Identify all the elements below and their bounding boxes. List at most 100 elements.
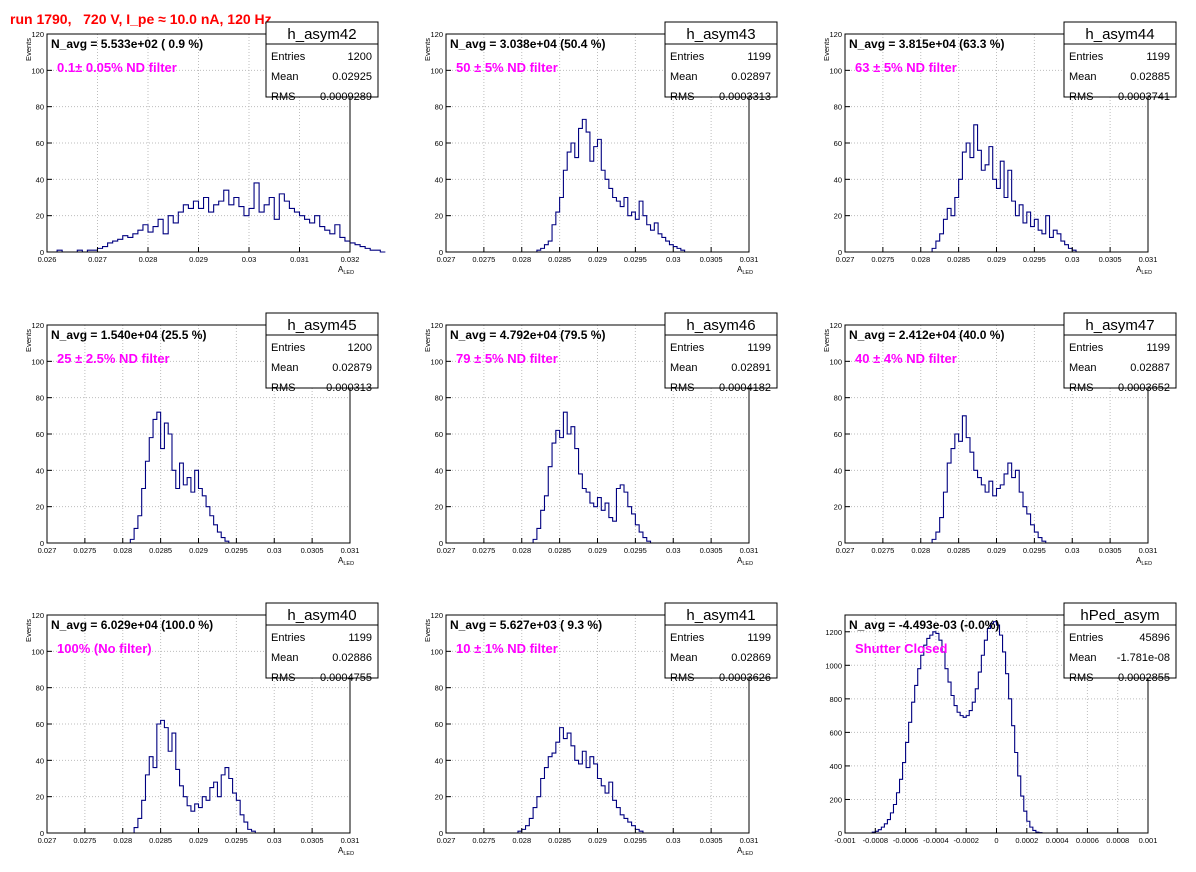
- x-tick-label: 0.026: [38, 255, 57, 264]
- histogram-series: [130, 719, 260, 834]
- x-tick-label: -0.0008: [863, 836, 888, 845]
- stats-value: 1199: [1146, 51, 1170, 63]
- x-tick-label: 0.028: [512, 255, 531, 264]
- y-tick-label: 100: [31, 647, 44, 656]
- x-axis-label-sub: LED: [742, 561, 753, 567]
- navg-label: N_avg = 3.038e+04 (50.4 %): [450, 37, 605, 51]
- y-tick-label: 20: [435, 212, 443, 221]
- stats-label: RMS: [1069, 91, 1093, 103]
- x-tick-label: 0.028: [911, 546, 930, 555]
- y-tick-label: 100: [430, 357, 443, 366]
- x-tick-label: 0.032: [341, 255, 360, 264]
- stats-value: 0.02885: [1130, 71, 1170, 83]
- y-tick-label: 60: [435, 139, 443, 148]
- stats-box: [664, 312, 778, 389]
- stats-value: 0.02925: [332, 71, 372, 83]
- x-axis-label-sub: LED: [343, 851, 354, 857]
- x-axis-label: ALED: [737, 265, 753, 276]
- y-tick-label: 60: [435, 720, 443, 729]
- x-tick-label: 0.027: [437, 255, 456, 264]
- stats-label: Entries: [670, 342, 705, 354]
- stats-value: 1199: [747, 632, 771, 644]
- x-tick-label: 0.0285: [548, 255, 571, 264]
- filter-label: 25 ± 2.5% ND filter: [57, 351, 170, 366]
- y-tick-label: 80: [36, 684, 44, 693]
- x-tick-label: 0.029: [987, 255, 1006, 264]
- y-tick-label: 200: [829, 795, 842, 804]
- x-tick-label: 0.031: [341, 836, 360, 845]
- y-tick-label: 80: [834, 103, 842, 112]
- x-tick-label: -0.0006: [893, 836, 918, 845]
- y-tick-label: 60: [435, 430, 443, 439]
- y-tick-label: 20: [36, 793, 44, 802]
- x-tick-label: -0.0004: [923, 836, 948, 845]
- stats-value: 1199: [747, 51, 771, 63]
- histogram-series: [928, 415, 1050, 544]
- x-tick-label: 0.03: [666, 255, 681, 264]
- histogram-series: [928, 124, 1080, 253]
- y-tick-label: 60: [36, 430, 44, 439]
- stats-value: 0.02897: [731, 71, 771, 83]
- y-tick-label: 0: [40, 539, 44, 548]
- y-tick-label: 60: [36, 139, 44, 148]
- stats-box: [1063, 602, 1177, 679]
- histogram-panel-h_asym44: 0.027 0.0275 0.028 0.0285 0.029 0.0295 0.03 0.0…: [822, 21, 1177, 276]
- y-tick-label: 40: [435, 175, 443, 184]
- stats-value: 1199: [348, 632, 372, 644]
- x-tick-label: 0.0275: [472, 255, 495, 264]
- x-tick-label: 0.027: [437, 546, 456, 555]
- x-tick-label: 0.0006: [1076, 836, 1099, 845]
- stats-value: 0.02887: [1130, 362, 1170, 374]
- histogram-panel-hPed_asym: -0.001 -0.0008 -0.0006 -0.0004 -0.0002 0 0.000…: [825, 602, 1177, 845]
- stats-label: Entries: [670, 51, 705, 63]
- stats-label: Mean: [670, 71, 698, 83]
- x-tick-label: 0.029: [189, 546, 208, 555]
- x-tick-label: 0.028: [512, 836, 531, 845]
- stats-value: 0.02891: [731, 362, 771, 374]
- stats-label: Mean: [1069, 71, 1097, 83]
- x-tick-label: 0.0295: [624, 255, 647, 264]
- histogram-panel-h_asym43: 0.027 0.0275 0.028 0.0285 0.029 0.0295 0.03 0.0…: [423, 21, 778, 276]
- histogram-name: h_asym44: [1085, 26, 1154, 43]
- x-tick-label: 0.028: [113, 546, 132, 555]
- stats-label: Mean: [1069, 652, 1097, 664]
- histogram-name: h_asym45: [287, 317, 356, 334]
- x-tick-label: 0.027: [836, 255, 855, 264]
- histogram-series: [126, 411, 233, 544]
- stats-label: RMS: [670, 91, 694, 103]
- y-tick-label: 400: [829, 762, 842, 771]
- x-tick-label: 0.0275: [73, 546, 96, 555]
- y-tick-label: 60: [36, 720, 44, 729]
- stats-label: Entries: [670, 632, 705, 644]
- x-tick-label: 0.028: [512, 546, 531, 555]
- navg-label: N_avg = 2.412e+04 (40.0 %): [849, 328, 1004, 342]
- x-tick-label: 0.031: [740, 255, 759, 264]
- stats-label: Entries: [271, 632, 306, 644]
- histogram-name: h_asym47: [1085, 317, 1154, 334]
- x-tick-label: 0.0295: [225, 836, 248, 845]
- stats-label: RMS: [670, 382, 694, 394]
- y-tick-label: 40: [36, 756, 44, 765]
- x-tick-label: 0.0305: [700, 546, 723, 555]
- x-tick-label: 0: [994, 836, 998, 845]
- x-tick-label: 0.029: [588, 836, 607, 845]
- x-tick-label: 0.031: [1139, 255, 1158, 264]
- y-tick-label: 20: [36, 212, 44, 221]
- y-tick-label: 40: [435, 466, 443, 475]
- x-tick-label: 0.03: [267, 546, 282, 555]
- filter-label: 0.1± 0.05% ND filter: [57, 60, 177, 75]
- x-tick-label: 0.0004: [1046, 836, 1069, 845]
- y-tick-label: 20: [834, 212, 842, 221]
- histogram-series: [52, 182, 386, 253]
- stats-label: Entries: [1069, 342, 1104, 354]
- stats-value: 0.0003313: [719, 91, 771, 103]
- y-tick-label: 600: [829, 728, 842, 737]
- y-tick-label: 40: [435, 756, 443, 765]
- x-axis-label: ALED: [338, 265, 354, 276]
- navg-label: N_avg = 3.815e+04 (63.3 %): [849, 37, 1004, 51]
- x-tick-label: 0.031: [1139, 546, 1158, 555]
- y-tick-label: 0: [439, 248, 443, 257]
- x-tick-label: 0.03: [242, 255, 257, 264]
- stats-value: 0.0003652: [1118, 382, 1170, 394]
- x-axis-label-sub: LED: [742, 270, 753, 276]
